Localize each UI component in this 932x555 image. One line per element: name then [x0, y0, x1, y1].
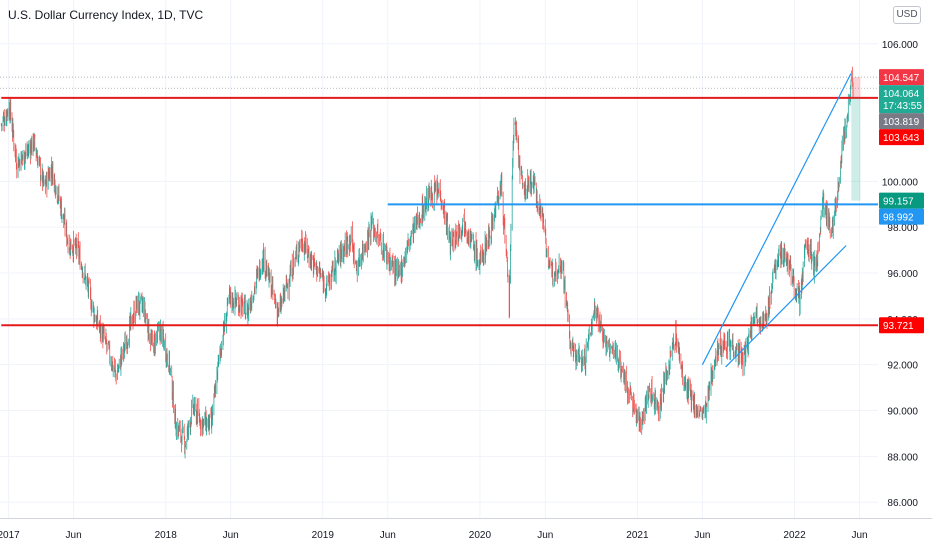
- x-tick-label: Jun: [223, 530, 239, 541]
- x-tick-label: 2022: [783, 530, 806, 541]
- price-label: 98.992: [879, 208, 924, 225]
- price-label-bg: [879, 192, 924, 209]
- y-tick-label: 90.000: [887, 407, 918, 418]
- price-label-bg: [879, 129, 924, 146]
- y-tick-label: 88.000: [887, 452, 918, 463]
- price-label-text: 93.721: [883, 321, 914, 332]
- trend-line: [725, 245, 847, 368]
- price-label-text: 103.819: [883, 117, 920, 128]
- y-tick-label: 106.000: [882, 40, 919, 51]
- y-tick-label: 96.000: [887, 269, 918, 280]
- price-label-text: 98.992: [883, 213, 914, 224]
- price-label-text: 99.157: [883, 197, 914, 208]
- price-label-bg: [879, 208, 924, 225]
- price-label-text: 103.643: [883, 133, 920, 144]
- y-tick-label: 100.000: [882, 177, 919, 188]
- currency-button[interactable]: USD: [893, 6, 921, 24]
- price-label-bg: [879, 85, 924, 114]
- grid: [0, 0, 878, 518]
- x-tick-label: Jun: [66, 530, 82, 541]
- price-label-countdown: 17:43:55: [883, 101, 922, 112]
- x-tick-label: 2020: [469, 530, 492, 541]
- y-tick-label: 86.000: [887, 498, 918, 509]
- candles: [0, 66, 854, 459]
- price-label-text: 104.547: [883, 73, 920, 84]
- price-labels: 104.547104.06417:43:55103.819103.64399.1…: [879, 69, 924, 334]
- position-target-zone: [851, 97, 861, 201]
- x-tick-label: 2019: [312, 530, 335, 541]
- price-label-bg: [879, 317, 924, 334]
- x-tick-label: 2021: [626, 530, 649, 541]
- y-tick-label: 98.000: [887, 223, 918, 234]
- price-label-text: 104.064: [883, 89, 920, 100]
- price-label: 103.819: [879, 113, 924, 130]
- y-tick-label: 92.000: [887, 361, 918, 372]
- price-label: 104.547: [879, 69, 924, 86]
- x-tick-label: 2017: [0, 530, 20, 541]
- position-stop-zone: [851, 77, 861, 98]
- price-label: 93.721: [879, 317, 924, 334]
- drawings: [0, 73, 878, 368]
- price-label: 103.643: [879, 129, 924, 146]
- price-label: 99.157: [879, 192, 924, 209]
- x-tick-label: Jun: [851, 530, 867, 541]
- x-tick-label: Jun: [537, 530, 553, 541]
- price-label-bg: [879, 69, 924, 86]
- x-tick-label: Jun: [380, 530, 396, 541]
- x-tick-label: 2018: [155, 530, 178, 541]
- chart-title: U.S. Dollar Currency Index, 1D, TVC: [8, 8, 204, 22]
- trend-line: [701, 73, 852, 365]
- price-label-bg: [879, 113, 924, 130]
- x-tick-label: Jun: [694, 530, 710, 541]
